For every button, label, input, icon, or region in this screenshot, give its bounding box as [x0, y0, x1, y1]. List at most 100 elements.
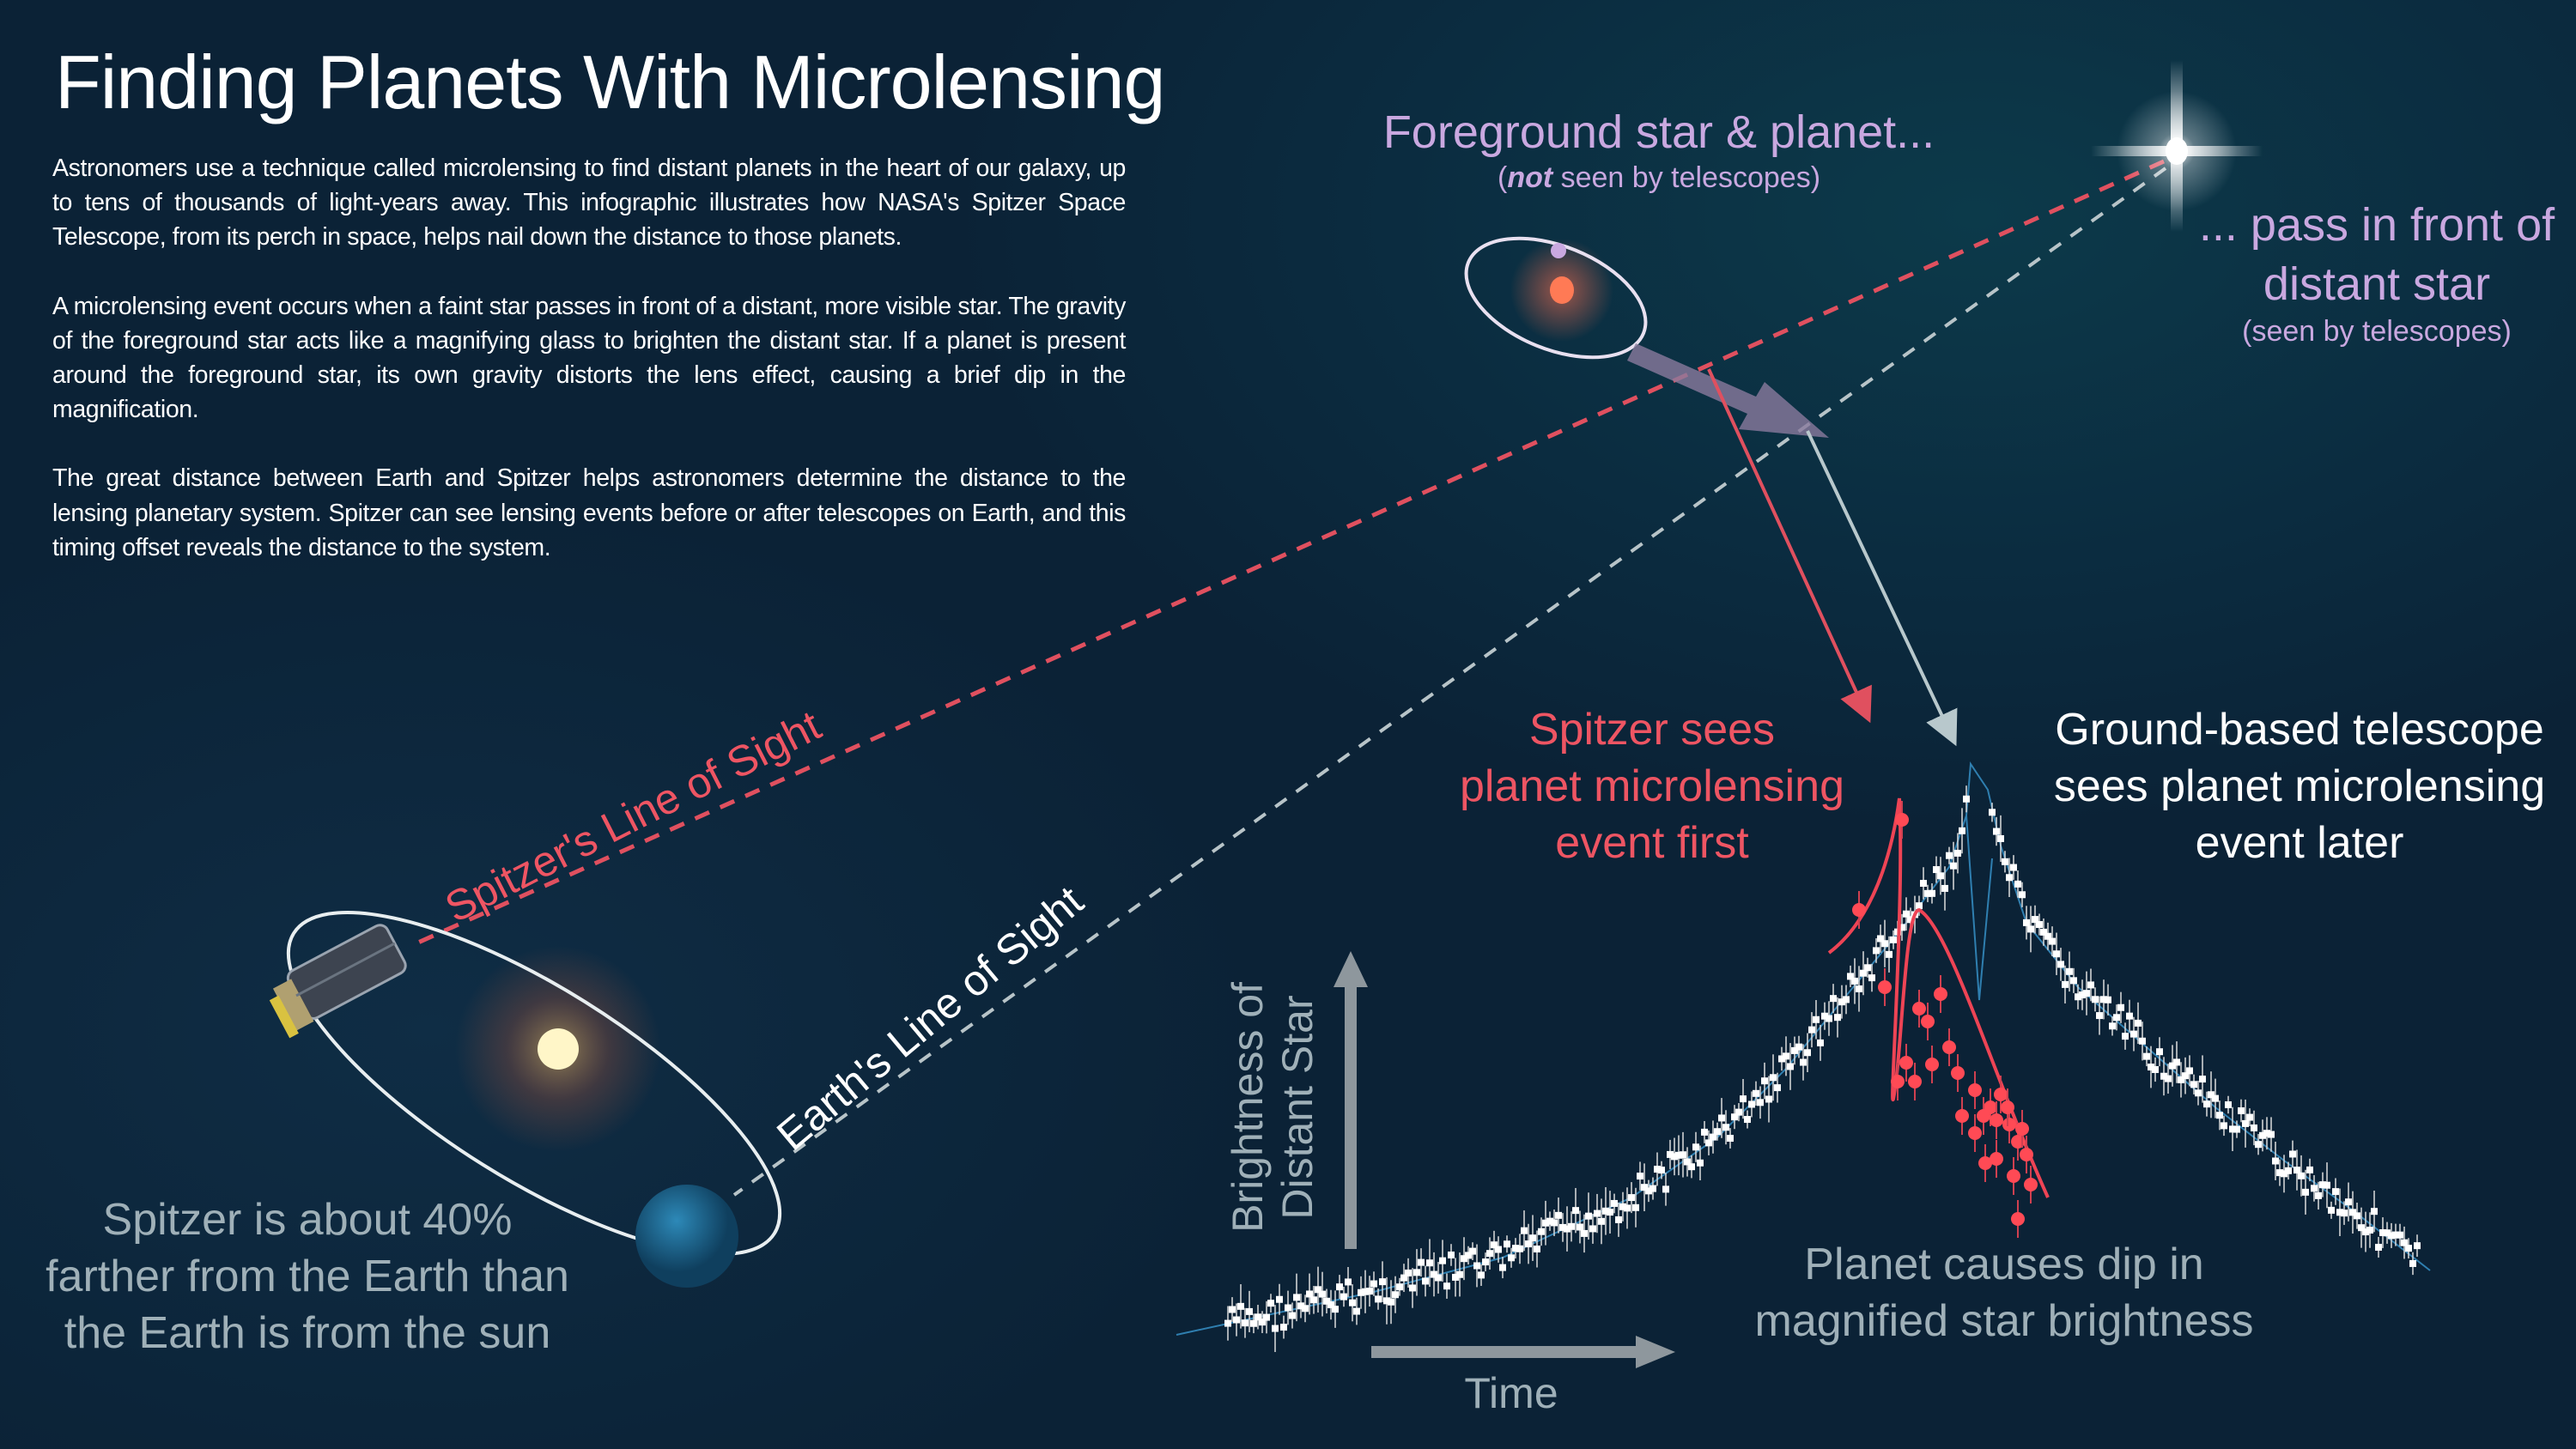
spitzer-data-point — [2002, 1118, 2016, 1131]
ground-data-point — [2156, 1048, 2163, 1056]
ground-data-point — [2053, 950, 2060, 958]
ground-data-point — [1654, 1166, 1661, 1173]
earth-line-of-sight — [732, 167, 2167, 1197]
ground-data-point — [1933, 866, 1940, 874]
intro-text: Astronomers use a technique called micro… — [52, 151, 1126, 599]
ground-data-point — [2255, 1141, 2262, 1149]
intro-paragraph: The great distance between Earth and Spi… — [52, 464, 1126, 561]
ground-data-point — [2281, 1170, 2287, 1178]
intro-paragraph: A microlensing event occurs when a faint… — [52, 292, 1126, 424]
ground-data-point — [1843, 996, 1850, 1003]
ground-data-point — [2306, 1166, 2313, 1173]
ground-data-point — [1358, 1288, 1364, 1296]
ground-data-point — [1302, 1305, 1309, 1313]
ground-data-point — [1538, 1228, 1545, 1235]
ground-data-point — [1804, 1049, 1811, 1057]
ground-data-point — [2087, 981, 2094, 989]
ground-data-point — [2199, 1076, 2206, 1083]
ground-data-point — [1765, 1095, 1772, 1103]
ground-data-point — [1924, 889, 1931, 897]
ground-data-point — [2195, 1089, 2202, 1097]
spitzer-data-point — [2015, 1122, 2029, 1136]
ground-data-point — [2238, 1106, 2245, 1114]
ground-data-point — [1388, 1298, 1394, 1306]
ground-data-point — [2075, 993, 2081, 1001]
ground-data-point — [1611, 1199, 1618, 1207]
foreground-star-icon — [1510, 239, 1613, 342]
ground-data-point — [2178, 1076, 2184, 1083]
ground-data-point — [1499, 1264, 1506, 1271]
ground-data-point — [1899, 924, 1905, 931]
ground-data-point — [2044, 932, 2051, 940]
ground-data-point — [1641, 1184, 1648, 1191]
ground-data-point — [2371, 1208, 2378, 1216]
ground-data-point — [1405, 1269, 1412, 1276]
ground-data-point — [1349, 1299, 1356, 1307]
ground-data-point — [2268, 1131, 2275, 1138]
ground-data-point — [1285, 1304, 1291, 1312]
ground-data-point — [1688, 1163, 1695, 1171]
ground-data-point — [1546, 1217, 1553, 1225]
ground-data-point — [2152, 1065, 2159, 1073]
ground-data-point — [2336, 1209, 2343, 1216]
ground-data-point — [2023, 919, 2030, 926]
ground-data-point — [1684, 1158, 1691, 1166]
ground-data-point — [1821, 1012, 1828, 1020]
ground-data-point — [2392, 1231, 2399, 1239]
ground-data-point — [1323, 1297, 1330, 1305]
ground-data-point — [2229, 1125, 2236, 1133]
ground-data-point — [1366, 1288, 1373, 1295]
caption-line: the Earth is from the sun — [64, 1308, 551, 1359]
ground-data-point — [2126, 1012, 2133, 1020]
ground-data-point — [1581, 1229, 1588, 1237]
ground-data-point — [2233, 1125, 2240, 1133]
ground-data-point — [1881, 940, 1888, 948]
ground-data-point — [1297, 1302, 1304, 1310]
spitzer-sees-label: Spitzer sees planet microlensing event f… — [1460, 701, 1844, 871]
ground-data-point — [1461, 1255, 1467, 1263]
ground-data-point — [1753, 1089, 1759, 1097]
spitzer-data-point — [1951, 1066, 1965, 1080]
ground-data-point — [2397, 1231, 2403, 1239]
ground-data-point — [1435, 1274, 1442, 1282]
ground-data-point — [1778, 1055, 1785, 1063]
ground-data-point — [1465, 1252, 1472, 1259]
ground-data-point — [2182, 1072, 2189, 1080]
ground-data-point — [2203, 1100, 2210, 1108]
ground-data-point — [2324, 1181, 2330, 1189]
spitzer-data-point — [1978, 1156, 1992, 1170]
ground-data-point — [1482, 1258, 1489, 1266]
ground-data-point — [1890, 936, 1897, 943]
spitzer-data-point — [1852, 903, 1866, 917]
ground-data-point — [2276, 1169, 2283, 1177]
ground-data-point — [1787, 1063, 1794, 1070]
spitzer-data-point — [1968, 1126, 1982, 1140]
ground-data-point — [2096, 1012, 2103, 1020]
ground-data-point — [2362, 1228, 2369, 1236]
spitzer-data-point — [1908, 1075, 1922, 1088]
ground-data-point — [2143, 1052, 2150, 1060]
ground-data-point — [1735, 1108, 1742, 1116]
spitzer-pointer-arrow — [1707, 368, 1872, 724]
caption-line: Spitzer is about 40% — [102, 1195, 513, 1245]
ground-data-point — [1276, 1295, 1283, 1303]
spitzer-data-point — [2024, 1178, 2038, 1191]
ground-data-point — [1864, 964, 1871, 972]
spitzer-data-point — [2011, 1212, 2025, 1226]
ground-data-point — [1255, 1313, 1261, 1321]
ground-data-point — [1628, 1194, 1635, 1202]
ground-data-point — [1649, 1185, 1656, 1192]
ground-data-point — [1761, 1077, 1768, 1085]
ground-data-point — [1826, 1015, 1832, 1022]
ground-data-point — [2122, 1033, 2129, 1040]
ground-data-point — [2027, 925, 2034, 933]
ground-data-point — [1744, 1116, 1751, 1124]
ground-data-point — [2066, 967, 2073, 975]
ground-data-point — [2263, 1130, 2270, 1137]
ground-data-point — [2246, 1113, 2253, 1121]
intro-paragraph: Astronomers use a technique called micro… — [52, 155, 1126, 252]
ground-data-point — [2302, 1188, 2309, 1196]
ground-data-point — [2319, 1181, 2326, 1189]
ground-data-point — [2002, 858, 2008, 865]
ground-data-point — [1662, 1185, 1669, 1193]
